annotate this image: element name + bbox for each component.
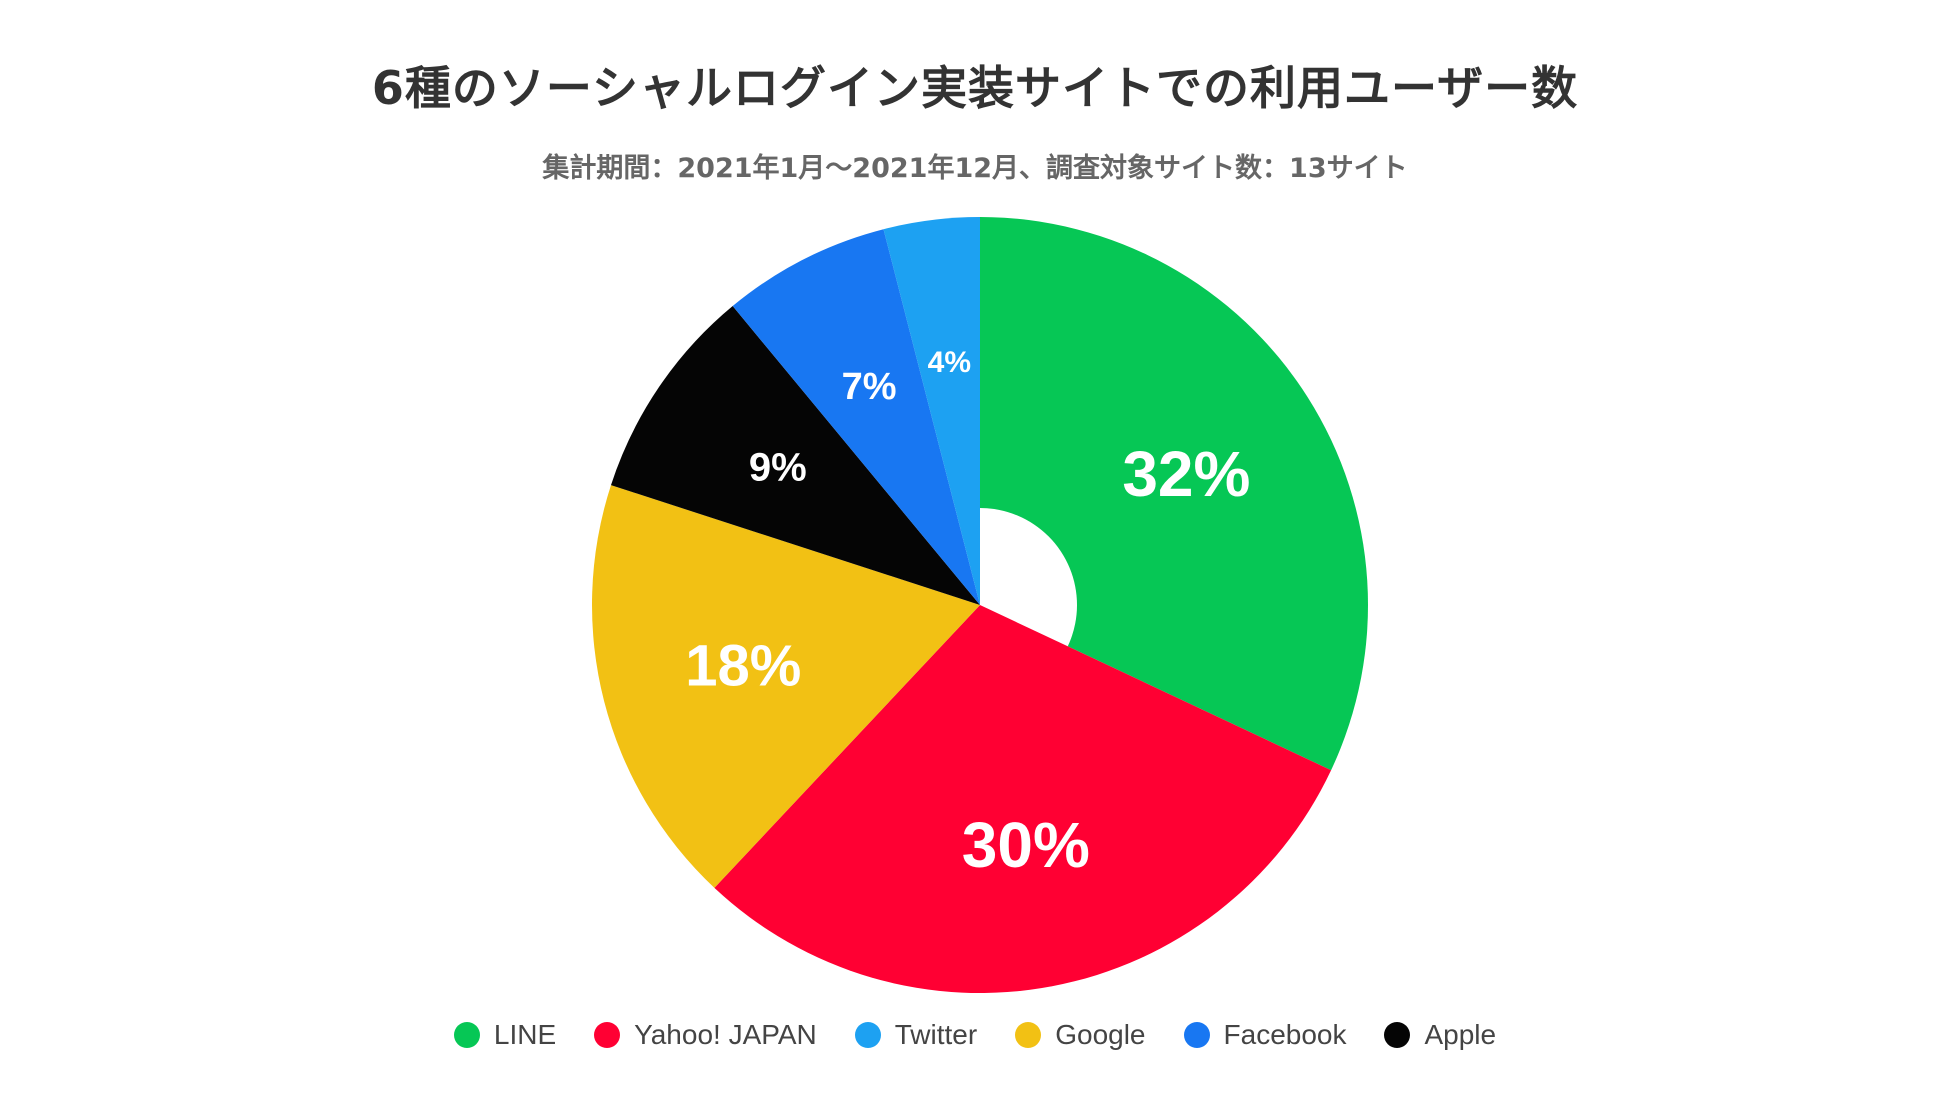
pie-slice-facebook: [732, 229, 980, 605]
pie-slice-line: [980, 217, 1368, 771]
legend-item-apple: Apple: [1384, 1019, 1496, 1051]
pie-slice-apple: [610, 306, 980, 605]
legend-item-yahoo-japan: Yahoo! JAPAN: [594, 1019, 817, 1051]
legend-item-line: LINE: [453, 1019, 557, 1051]
legend-label: Apple: [1424, 1019, 1497, 1050]
data-label-apple: 9%: [749, 446, 807, 490]
legend-label: Facebook: [1223, 1019, 1347, 1050]
legend-label: LINE: [493, 1019, 557, 1050]
chart-subtitle: 集計期間：2021年1月～2021年12月、調査対象サイト数：13サイト: [542, 153, 1408, 184]
legend-label: Google: [1055, 1019, 1146, 1050]
pie-slice-google: [592, 485, 980, 888]
legend-label: Yahoo! JAPAN: [634, 1019, 817, 1050]
legend-label: Twitter: [894, 1019, 978, 1050]
legend-swatch: [1384, 1022, 1411, 1048]
legend-item-twitter: Twitter: [854, 1019, 978, 1051]
legend-swatch: [1183, 1022, 1210, 1048]
data-label-facebook: 7%: [842, 366, 897, 408]
data-label-line: 32%: [1122, 438, 1250, 510]
legend-swatch: [594, 1022, 621, 1048]
pie-slice-twitter: [883, 217, 980, 605]
chart-title: 6種のソーシャルログイン実装サイトでの利用ユーザー数: [371, 61, 1579, 115]
legend-swatch: [453, 1022, 480, 1048]
legend-item-facebook: Facebook: [1183, 1019, 1347, 1051]
legend-swatch: [854, 1022, 881, 1048]
legend-swatch: [1015, 1022, 1042, 1048]
data-label-yahoo-japan: 30%: [962, 809, 1090, 881]
chart-legend: LINE Yahoo! JAPAN Twitter Google Facebook App…: [0, 1019, 1950, 1051]
data-label-twitter: 4%: [928, 346, 971, 379]
pie-slice-yahoo-japan: [714, 605, 1332, 993]
legend-item-google: Google: [1015, 1019, 1146, 1051]
data-label-google: 18%: [685, 633, 801, 698]
